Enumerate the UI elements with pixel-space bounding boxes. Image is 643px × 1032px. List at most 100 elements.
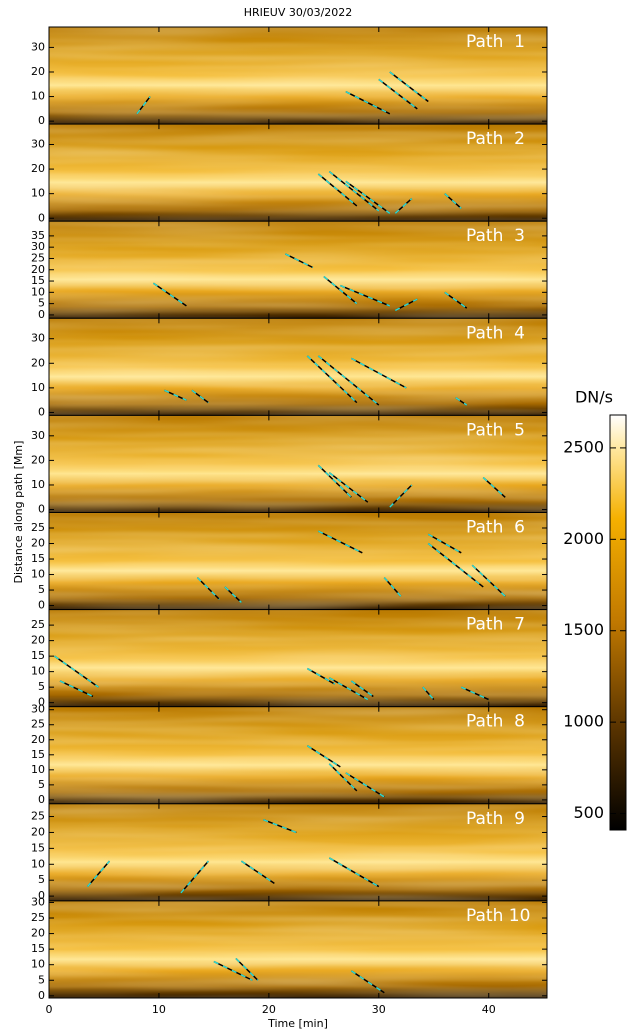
y-tick-label: 25 — [31, 911, 45, 924]
track — [345, 180, 391, 214]
y-tick-label: 20 — [31, 453, 45, 466]
x-tick-label: 40 — [482, 1003, 496, 1016]
track-dash — [345, 772, 385, 798]
track-dash — [306, 745, 341, 768]
y-tick-label: 30 — [31, 40, 45, 53]
colorbar — [609, 414, 627, 831]
y-tick-label: 10 — [31, 90, 45, 103]
track-dash — [240, 860, 275, 885]
track-dash — [394, 298, 418, 312]
y-tick-label: 20 — [31, 162, 45, 175]
track-dash — [317, 173, 358, 207]
colorbar-tick-label: 2500 — [563, 437, 604, 456]
panel-texture — [49, 124, 547, 222]
panel-label: Path 9 — [466, 809, 525, 829]
track-dash — [59, 680, 94, 698]
y-tick-label: 20 — [31, 263, 45, 276]
y-tick-label: 15 — [31, 274, 45, 287]
panel-label: Path 6 — [466, 518, 525, 538]
y-tick-label: 0 — [38, 696, 45, 709]
panel-texture — [49, 318, 547, 416]
track — [328, 857, 380, 888]
track — [285, 253, 314, 269]
track-dash — [317, 355, 380, 406]
y-tick-label: 20 — [31, 537, 45, 550]
track-dash — [394, 198, 413, 214]
y-tick-label: 25 — [31, 251, 45, 264]
track-dash — [328, 763, 358, 792]
track-dash — [427, 533, 462, 554]
x-tick-label: 20 — [262, 1003, 276, 1016]
x-tick-label: 30 — [372, 1003, 386, 1016]
panel-texture — [49, 512, 547, 610]
panel-label: Path 4 — [466, 323, 525, 343]
y-tick-label: 5 — [38, 583, 45, 596]
track-dash — [213, 960, 253, 981]
y-tick-label: 10 — [31, 478, 45, 491]
track-dash — [350, 970, 385, 994]
y-tick-label: 30 — [31, 703, 45, 716]
track-dash — [328, 170, 380, 212]
track-dash — [318, 530, 363, 554]
y-tick-label: 20 — [31, 927, 45, 940]
track — [460, 686, 490, 701]
track-dash — [482, 477, 506, 498]
track-dash — [317, 464, 352, 498]
track-dash — [191, 389, 209, 404]
track-dash — [444, 193, 462, 209]
track-dash — [340, 284, 391, 307]
y-tick-label: 5 — [38, 873, 45, 886]
panel-label: Path 5 — [466, 420, 525, 440]
track — [306, 667, 336, 685]
panel-texture — [49, 221, 547, 319]
y-tick-label: 0 — [38, 989, 45, 1002]
y-tick-label: 30 — [31, 895, 45, 908]
track-dash — [350, 680, 374, 698]
panel-label: Path 8 — [466, 712, 525, 732]
track-dash — [180, 860, 209, 894]
y-tick-label: 10 — [31, 665, 45, 678]
panel-texture — [49, 803, 547, 901]
colorbar-tick-label: 2000 — [563, 529, 604, 548]
colorbar-tick-label: 1000 — [563, 712, 604, 731]
panel-label: Path 10 — [466, 906, 530, 926]
track-dash — [136, 96, 151, 115]
y-tick-label: 15 — [31, 748, 45, 761]
title: HRIEUV 30/03/2022 — [244, 6, 353, 19]
y-tick-label: 5 — [38, 778, 45, 791]
track-dash — [350, 357, 407, 389]
y-tick-label: 15 — [31, 649, 45, 662]
y-tick-label: 25 — [31, 810, 45, 823]
track — [235, 957, 259, 981]
y-tick-label: 30 — [31, 332, 45, 345]
panel-label: Path 3 — [466, 226, 525, 246]
colorbar-tick-label: 500 — [573, 803, 604, 822]
track-dash — [306, 355, 358, 404]
y-tick-label: 0 — [38, 308, 45, 321]
y-tick-label: 10 — [31, 857, 45, 870]
y-tick-label: 20 — [31, 733, 45, 746]
y-tick-label: 0 — [38, 599, 45, 612]
y-tick-label: 0 — [38, 793, 45, 806]
y-tick-label: 5 — [38, 680, 45, 693]
y-tick-label: 10 — [31, 568, 45, 581]
y-tick-label: 10 — [31, 763, 45, 776]
track-dash — [328, 472, 369, 503]
track-dash — [54, 655, 99, 688]
y-tick-label: 20 — [31, 634, 45, 647]
y-tick-label: 10 — [31, 958, 45, 971]
y-tick-label: 20 — [31, 356, 45, 369]
x-tick-label: 10 — [152, 1003, 166, 1016]
track — [86, 860, 111, 888]
y-tick-label: 25 — [31, 618, 45, 631]
track-dash — [389, 71, 429, 103]
y-tick-label: 15 — [31, 942, 45, 955]
y-tick-label: 0 — [38, 503, 45, 516]
colorbar-tick-label: 1500 — [563, 620, 604, 639]
y-tick-label: 20 — [31, 825, 45, 838]
y-tick-label: 30 — [31, 240, 45, 253]
panel-label: Path 7 — [466, 615, 525, 635]
y-tick-label: 0 — [38, 889, 45, 902]
colorbar-label: DN/s — [575, 388, 613, 407]
